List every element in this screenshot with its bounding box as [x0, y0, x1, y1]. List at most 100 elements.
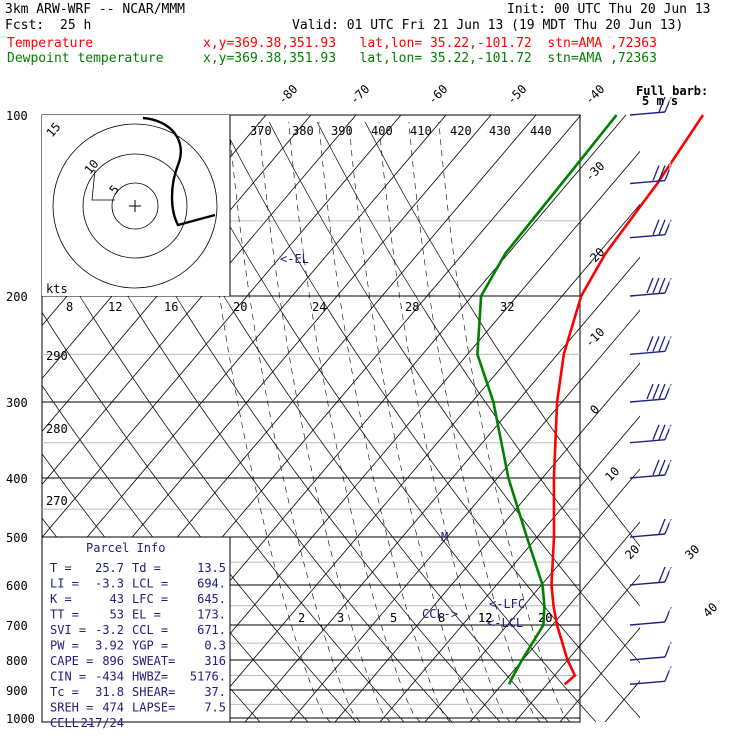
isotherm-line	[695, 115, 740, 722]
mixing-ratio-label: 24	[312, 300, 326, 314]
isotherm-label-right: 0	[587, 402, 602, 417]
dewpoint-line	[476, 114, 618, 685]
isotherm-line	[244, 256, 640, 722]
isotherm-line	[199, 203, 640, 722]
wind-barb-staff	[629, 350, 666, 356]
mixing-ratio-label: 16	[164, 300, 178, 314]
parcel-info-title: Parcel Info	[86, 541, 165, 555]
isotherm-line	[42, 115, 447, 591]
theta-label: 380	[292, 124, 314, 138]
wind-barb-flag	[652, 459, 660, 476]
mixing-ratio-label: 20	[233, 300, 247, 314]
dry-adiabat-line	[364, 121, 640, 547]
wind-barb	[629, 219, 672, 239]
mixing-ratio-low-label: 3	[337, 611, 344, 625]
dewpoint-legend: Dewpoint temperature	[7, 51, 164, 66]
parcel-info-box	[41, 536, 231, 723]
parcel-info-value: 13.5	[197, 561, 226, 575]
parcel-info-value: 53	[110, 608, 124, 622]
parcel-info-key: LFC =	[132, 592, 168, 606]
parcel-info-value: 25.7	[95, 561, 124, 575]
lcl-marker: <-LCL	[487, 616, 523, 630]
hodograph-lowlevel	[91, 169, 115, 201]
wind-barb	[629, 566, 672, 586]
parcel-info-value: 7.5	[204, 701, 226, 715]
moist-adiabat-line	[288, 121, 421, 722]
parcel-info-key: YGP =	[132, 639, 168, 653]
isotherm-line	[154, 150, 640, 722]
wind-barb-flag	[658, 96, 666, 113]
wind-barb-staff	[629, 533, 666, 538]
isotherm-label-top: -60	[425, 82, 450, 107]
pressure-label: 600	[6, 579, 28, 593]
wind-barb-staff	[629, 111, 666, 116]
isotherm-label-right: 30	[682, 542, 702, 562]
theta-label: 410	[410, 124, 432, 138]
pressure-label: 100	[6, 109, 28, 123]
wind-barb-flag	[652, 383, 660, 400]
model-title: 3km ARW-WRF -- NCAR/MMM	[5, 2, 186, 17]
moist-adiabat-line	[408, 121, 541, 722]
wind-barb-flag	[658, 165, 666, 181]
dry-adiabat-line	[268, 121, 640, 664]
wind-barb-staff	[629, 439, 666, 444]
pressure-label: 1000	[6, 712, 35, 726]
mixing-ratio-low-label: 2	[298, 611, 305, 625]
wind-barb-staff	[629, 656, 666, 661]
forecast-label: Fcst:	[5, 18, 45, 33]
wind-barb-flag	[658, 336, 666, 352]
el-marker: <-EL	[280, 252, 309, 266]
parcel-info-value: 173.	[197, 608, 226, 622]
parcel-info-value: 316	[204, 654, 226, 668]
wind-barb	[629, 277, 672, 297]
parcel-info-key: EL =	[132, 608, 161, 622]
parcel-info-key: CIN =	[50, 670, 86, 684]
init-time: Init: 00 UTC Thu 20 Jun 13	[507, 2, 711, 17]
parcel-info-value: -434	[95, 670, 124, 684]
isotherm-label-right: 10	[602, 464, 622, 484]
wind-barb-flag	[652, 277, 660, 294]
wind-barb	[629, 336, 672, 356]
mixing-ratio-low-label: 8	[438, 611, 445, 625]
moist-adiabat-line	[438, 121, 571, 722]
barb-note-units: 5 m s	[642, 94, 678, 108]
theta-label: 390	[331, 124, 353, 138]
mixing-ratio-label: 32	[500, 300, 514, 314]
dry-adiabat-line	[172, 121, 597, 722]
parcel-info-key: Tc =	[50, 685, 79, 699]
valid-time: Valid: 01 UTC Fri 21 Jun 13 (19 MDT Thu …	[292, 18, 684, 33]
temperature-legend: Temperature	[7, 36, 94, 51]
wind-barb-staff	[629, 179, 666, 185]
theta-left-label: 290	[46, 349, 68, 363]
lapse-label-12: 12	[478, 611, 492, 625]
wind-barb	[629, 641, 672, 661]
wind-barb-flag	[652, 165, 660, 181]
parcel-info-value: 671.	[197, 623, 226, 637]
wind-barb	[629, 606, 672, 626]
barb-note: Full barb:	[636, 84, 708, 98]
theta-label: 420	[450, 124, 472, 138]
parcel-info-value: 5176.	[190, 670, 226, 684]
hodograph-ring	[82, 153, 188, 259]
pressure-label: 200	[6, 290, 28, 304]
dewpoint-location: x,y=369.38,351.93 lat,lon= 35.22,-101.72…	[203, 51, 657, 66]
wind-barb	[629, 424, 672, 444]
moist-adiabat-line	[258, 121, 391, 722]
parcel-info-key: LI =	[50, 577, 79, 591]
parcel-info-key: Td =	[132, 561, 161, 575]
wind-barb	[629, 383, 672, 403]
theta-label: 430	[489, 124, 511, 138]
parcel-info-key: SREH =	[50, 701, 93, 715]
parcel-info-value: 474	[102, 701, 124, 715]
hodograph-trace	[142, 116, 216, 227]
parcel-info-key: K =	[50, 592, 72, 606]
wind-barb-flag	[646, 383, 654, 400]
theta-left-label: 270	[46, 494, 68, 508]
parcel-info-value: 694.	[197, 577, 226, 591]
moist-adiabat-line	[348, 121, 481, 722]
wind-barb	[629, 518, 672, 538]
parcel-info-value: -3.2	[95, 623, 124, 637]
parcel-info-value: 37.	[204, 685, 226, 699]
theta-label: 370	[250, 124, 272, 138]
pressure-label: 300	[6, 396, 28, 410]
